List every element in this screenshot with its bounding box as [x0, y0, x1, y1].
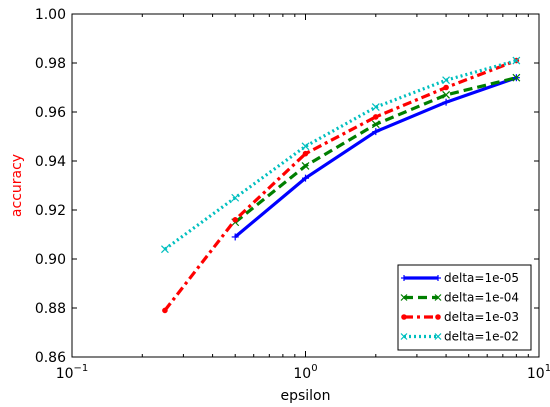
legend-label: delta=1e-05: [444, 271, 519, 285]
circle-marker: [162, 307, 168, 314]
y-tick-label: 0.90: [35, 252, 66, 268]
y-tick-label: 0.98: [35, 56, 66, 72]
ticks-layer: 0.86 0.88 0.90 0.92 0.94 0.96 0.98 1.00 10−1 100 1…: [35, 7, 550, 382]
y-tick-label: 0.86: [35, 350, 66, 366]
legend-label: delta=1e-03: [444, 310, 519, 324]
x-marker: [512, 56, 521, 65]
x-tick-label: 101: [527, 363, 550, 382]
circle-marker: [443, 84, 449, 91]
series-delta=1e-02: [160, 56, 521, 254]
x-marker: [434, 333, 442, 340]
circle-marker: [232, 217, 239, 223]
legend: delta=1e-05 delta=1e-04 delta=1e-03 delta=1…: [397, 264, 532, 351]
x-marker: [442, 76, 451, 85]
circle-marker: [302, 150, 309, 157]
x-marker: [301, 142, 310, 151]
x-marker: [400, 333, 408, 340]
y-axis-label: accuracy: [9, 154, 25, 217]
x-marker: [371, 120, 380, 129]
x-axis-label: epsilon: [280, 388, 330, 404]
x-tick-label: 10−1: [56, 363, 89, 382]
x-marker: [160, 245, 169, 254]
y-tick-label: 0.92: [35, 203, 66, 219]
x-marker: [231, 193, 240, 202]
circle-marker: [401, 314, 407, 320]
x-tick-label: 100: [293, 363, 317, 382]
y-tick-label: 0.88: [35, 301, 66, 317]
y-tick-label: 1.00: [35, 7, 66, 23]
x-marker: [434, 294, 442, 301]
legend-label: delta=1e-02: [444, 330, 519, 344]
circle-marker: [435, 314, 441, 320]
x-marker: [400, 294, 408, 301]
series-line: [163, 59, 517, 312]
x-marker: [442, 90, 451, 99]
x-marker: [371, 103, 380, 112]
y-tick-label: 0.96: [35, 105, 66, 121]
y-tick-label: 0.94: [35, 154, 66, 170]
x-marker: [301, 161, 310, 170]
series-layer: [160, 56, 521, 314]
circle-marker: [372, 114, 379, 120]
legend-label: delta=1e-04: [444, 291, 519, 305]
x-marker: [512, 73, 521, 82]
